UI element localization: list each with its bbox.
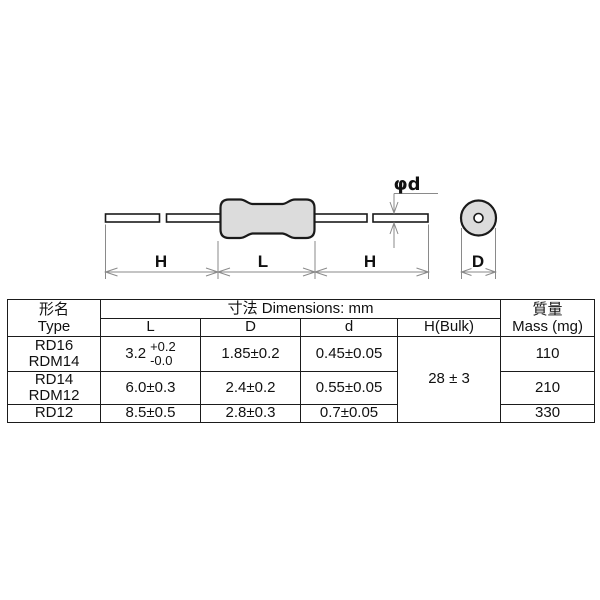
cell-l: 8.5±0.5 xyxy=(100,404,201,423)
lead-wire-left-inner xyxy=(165,213,222,223)
header-col-d-small: d xyxy=(300,318,398,337)
resistor-dimension-drawing: H L H D φd xyxy=(103,174,498,279)
header-dimensions: 寸法 Dimensions: mm xyxy=(99,299,502,319)
header-type: 形名 Type xyxy=(7,299,101,337)
cell-d-small: 0.7±0.05 xyxy=(300,404,398,423)
cell-d-small: 0.55±0.05 xyxy=(300,371,398,405)
cell-type: RD12 xyxy=(7,404,101,423)
table-row: RD12 8.5±0.5 2.8±0.3 0.7±0.05 330 xyxy=(7,404,596,423)
cell-d: 2.8±0.3 xyxy=(200,404,301,423)
dim-label-l: L xyxy=(258,252,268,271)
lead-wire-right-inner xyxy=(313,213,368,223)
dim-label-h-right: H xyxy=(364,252,376,271)
cell-mass: 110 xyxy=(500,336,596,372)
dim-label-h-left: H xyxy=(155,252,167,271)
header-col-d: D xyxy=(200,318,301,337)
header-type-jp: 形名 xyxy=(38,301,69,318)
table-row: RD14 RDM12 6.0±0.3 2.4±0.2 0.55±0.05 210 xyxy=(7,371,596,405)
end-view-lead-hole xyxy=(473,212,484,224)
cell-l: 3.2 +0.2 -0.0 xyxy=(100,336,201,372)
cell-d: 2.4±0.2 xyxy=(200,371,301,405)
header-col-h-bulk: H(Bulk) xyxy=(396,318,502,337)
table-row: RD16 RDM14 3.2 +0.2 -0.0 1.85±0.2 0.45±0… xyxy=(7,336,596,423)
cell-type: RD16 RDM14 xyxy=(7,336,101,372)
lead-wire-right-outer xyxy=(372,213,429,223)
dimension-spec-table: 形名 Type 寸法 Dimensions: mm 質量 Mass (mg) L… xyxy=(7,299,596,423)
cell-mass: 210 xyxy=(500,371,596,405)
dimension-lines xyxy=(103,193,498,279)
header-type-en: Type xyxy=(37,318,71,335)
resistor-body xyxy=(219,198,316,240)
cell-d: 1.85±0.2 xyxy=(200,336,301,372)
header-mass-jp: 質量 xyxy=(532,301,563,318)
cell-d-small: 0.45±0.05 xyxy=(300,336,398,372)
cell-h-bulk-shared: 28 ± 3 xyxy=(396,336,502,423)
lead-wire-left-outer xyxy=(104,213,161,223)
cell-mass: 330 xyxy=(500,404,596,423)
header-mass-en: Mass (mg) xyxy=(512,318,583,335)
header-mass: 質量 Mass (mg) xyxy=(500,299,596,337)
dim-label-phi-d: φd xyxy=(394,174,421,195)
cell-l: 6.0±0.3 xyxy=(100,371,201,405)
header-col-l: L xyxy=(100,318,201,337)
cell-type: RD14 RDM12 xyxy=(7,371,101,405)
dim-label-d: D xyxy=(472,252,484,271)
